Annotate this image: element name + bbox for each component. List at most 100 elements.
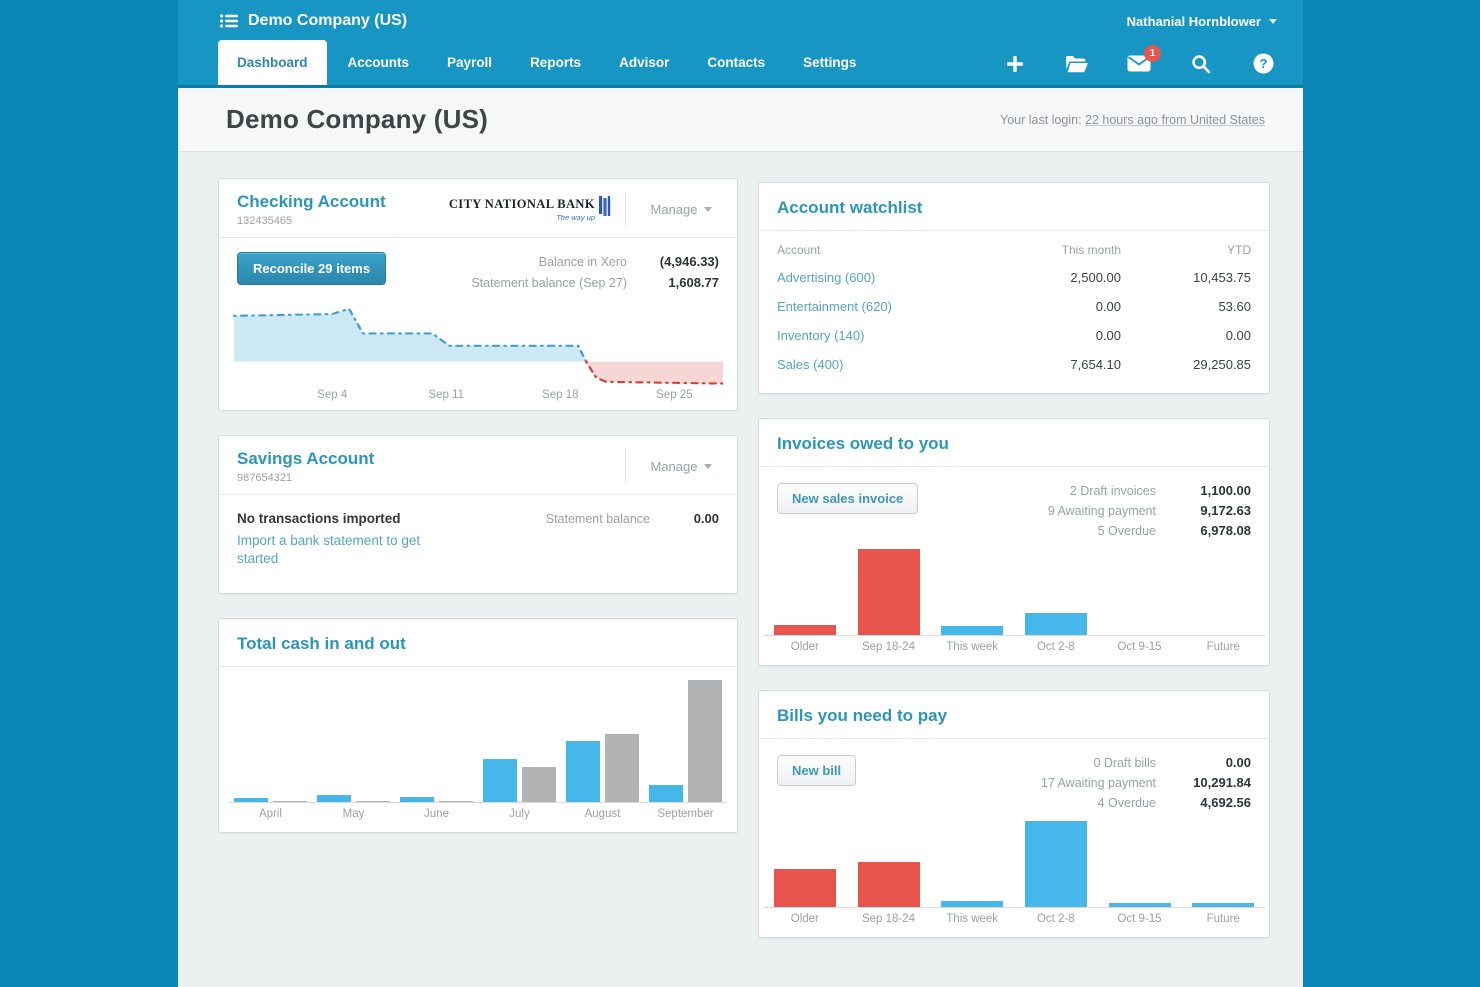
main-nav: Dashboard Accounts Payroll Reports Advis… — [178, 40, 1303, 88]
watchlist-account-link[interactable]: Entertainment (620) — [777, 299, 892, 314]
axis-label: Older — [790, 913, 819, 925]
checking-account-link[interactable]: Checking Account — [237, 192, 386, 211]
watchlist-ytd-value: 0.00 — [1225, 328, 1251, 343]
watchlist-this-month-value: 7,654.10 — [1070, 357, 1121, 372]
bank-flag-icon — [598, 196, 611, 223]
axis-label: Future — [1206, 913, 1240, 925]
checking-balance-sparkline: Sep 4 Sep 11 Sep 18 Sep 25 — [219, 298, 737, 410]
axis-label: June — [424, 808, 449, 821]
folder-icon[interactable] — [1063, 41, 1091, 87]
total-cash-chart: April May June July August September — [219, 667, 737, 832]
axis-label: Older — [790, 641, 819, 653]
savings-account-body: No transactions imported Import a bank s… — [219, 495, 737, 593]
page-header: Demo Company (US) Your last login: 22 ho… — [178, 88, 1303, 152]
checking-account-body: Reconcile 29 items Balance in Xero (4,94… — [219, 238, 737, 298]
savings-account-number: 987654321 — [237, 472, 293, 484]
column-ytd: YTD — [1227, 243, 1251, 257]
savings-account-link[interactable]: Savings Account — [237, 449, 375, 468]
organisation-menu[interactable]: Demo Company (US) — [220, 12, 407, 30]
tab-settings[interactable]: Settings — [803, 54, 857, 70]
savings-statement-balance-label: Statement balance — [545, 512, 650, 526]
bar-this-week-this-week — [941, 626, 1004, 635]
bar-older-older — [773, 869, 836, 907]
bar-cash-in-may — [317, 795, 351, 803]
last-login-link[interactable]: 22 hours ago from United States — [1085, 112, 1265, 127]
tab-payroll[interactable]: Payroll — [447, 54, 493, 70]
watchlist-account-link[interactable]: Advertising (600) — [777, 270, 876, 285]
page-title: Demo Company (US) — [226, 104, 488, 134]
user-menu[interactable]: Nathanial Hornblower — [1127, 14, 1277, 29]
bar-future-future — [1192, 903, 1255, 907]
invoice-summary-label[interactable]: 2 Draft invoices — [1069, 484, 1156, 498]
svg-text:?: ? — [1259, 56, 1267, 71]
dashboard-content: Checking Account 132435465 City National… — [178, 152, 1303, 987]
manage-label: Manage — [650, 459, 698, 474]
chevron-down-icon — [704, 464, 713, 469]
watchlist-account-link[interactable]: Inventory (140) — [777, 328, 865, 343]
checking-manage-menu[interactable]: Manage — [625, 192, 737, 227]
new-bill-button[interactable]: New bill — [777, 755, 857, 786]
axis-label: Sep 11 — [428, 389, 465, 401]
bar-cash-out-july — [522, 767, 556, 803]
plus-icon[interactable] — [1001, 41, 1029, 87]
tab-dashboard[interactable]: Dashboard — [218, 40, 327, 85]
total-cash-title: Total cash in and out — [237, 634, 406, 654]
balance-in-xero-label: Balance in Xero — [538, 255, 627, 269]
total-cash-card: Total cash in and out April May June July Au… — [218, 618, 738, 834]
watchlist-ytd-value: 10,453.75 — [1193, 270, 1251, 285]
chevron-down-icon — [704, 207, 713, 212]
axis-label: Sep 25 — [656, 389, 693, 401]
help-icon[interactable]: ? — [1249, 41, 1277, 87]
tab-reports[interactable]: Reports — [530, 54, 582, 70]
bar-sep-18-24-sep-18-24 — [857, 549, 920, 635]
tab-accounts[interactable]: Accounts — [347, 54, 410, 70]
axis-label: Oct 2-8 — [1036, 913, 1075, 925]
checking-account-number: 132435465 — [237, 215, 293, 227]
bill-summary-label[interactable]: 4 Overdue — [1097, 796, 1156, 810]
mail-icon[interactable]: 1 — [1125, 41, 1161, 87]
bank-name: City National Bank — [448, 197, 595, 211]
table-row: Entertainment (620) 0.00 53.60 — [777, 292, 1251, 321]
axis-label: Sep 4 — [317, 389, 348, 401]
bar-cash-in-june — [400, 797, 434, 803]
tab-advisor[interactable]: Advisor — [619, 54, 670, 70]
table-row: Inventory (140) 0.00 0.00 — [777, 321, 1251, 350]
watchlist-account-link[interactable]: Sales (400) — [777, 357, 844, 372]
bar-cash-out-june — [439, 801, 473, 803]
invoice-summary-label[interactable]: 9 Awaiting payment — [1047, 504, 1156, 518]
checking-account-header: Checking Account 132435465 City National… — [219, 179, 737, 237]
axis-label: This week — [946, 913, 999, 925]
invoice-summary-value: 1,100.00 — [1200, 483, 1251, 498]
chevron-down-icon — [1269, 18, 1277, 24]
balance-negative-line — [584, 360, 723, 385]
search-icon[interactable] — [1187, 41, 1215, 87]
invoice-summary-row: 9 Awaiting payment 9,172.63 — [1048, 503, 1251, 518]
invoice-summary-value: 9,172.63 — [1200, 503, 1251, 518]
invoices-owed-card: Invoices owed to you New sales invoice 2… — [758, 418, 1270, 666]
import-bank-statement-link[interactable]: Import a bank statement to get started — [237, 533, 421, 566]
watchlist-this-month-value: 0.00 — [1095, 299, 1121, 314]
bill-summary-value: 0.00 — [1225, 755, 1251, 770]
bar-oct-9-15-oct-9-15 — [1108, 903, 1171, 907]
savings-account-card: Savings Account 987654321 Manage No tran… — [218, 435, 738, 595]
invoice-summary-row: 5 Overdue 6,978.08 — [1048, 523, 1251, 538]
right-column: Account watchlist Account This month YTD… — [758, 178, 1270, 987]
nav-tabs: Dashboard Accounts Payroll Reports Advis… — [218, 40, 875, 85]
tab-contacts[interactable]: Contacts — [707, 54, 766, 70]
left-column: Checking Account 132435465 City National… — [218, 178, 738, 987]
axis-label: Sep 18 — [542, 389, 579, 401]
reconcile-button[interactable]: Reconcile 29 items — [237, 252, 387, 285]
city-national-bank-logo: City National Bank The way up — [449, 192, 625, 227]
invoice-summary-label[interactable]: 5 Overdue — [1097, 524, 1156, 538]
axis-label: This week — [946, 641, 999, 653]
invoice-summary-row: 2 Draft invoices 1,100.00 — [1048, 483, 1251, 498]
bill-summary-row: 17 Awaiting payment 10,291.84 — [1041, 775, 1251, 790]
bar-oct-2-8-oct-2-8 — [1024, 821, 1087, 907]
bill-summary-label[interactable]: 0 Draft bills — [1093, 756, 1156, 770]
axis-label: July — [509, 808, 530, 821]
savings-manage-menu[interactable]: Manage — [625, 449, 737, 484]
new-sales-invoice-button[interactable]: New sales invoice — [777, 483, 919, 514]
invoice-summary-value: 6,978.08 — [1200, 523, 1251, 538]
mail-badge: 1 — [1144, 44, 1161, 62]
bill-summary-label[interactable]: 17 Awaiting payment — [1040, 776, 1156, 790]
